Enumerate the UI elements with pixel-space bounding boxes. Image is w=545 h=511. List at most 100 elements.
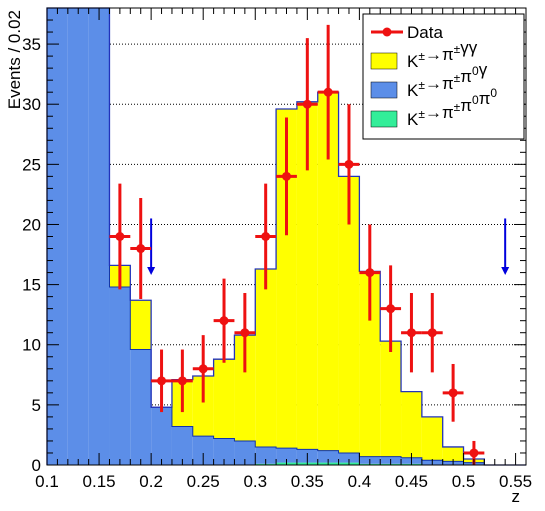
x-tick-label: 0.3 [243,472,267,491]
y-tick-label: 10 [22,336,41,355]
data-marker [261,232,271,241]
data-marker [177,376,187,386]
y-tick-label: 20 [22,215,41,234]
stack-K±→π±γγ [109,92,485,463]
data-point [442,363,464,422]
histogram-bar [47,8,68,465]
cut-arrow [147,218,156,275]
histogram-bar [234,335,256,441]
x-axis-title: z [512,487,521,506]
axes: 0.1 0.15 0.2 0.25 0.3 0.35 0.4 0.45 0.5 0.55 0 5 10 1… [22,7,532,491]
histogram-bar [67,8,89,465]
y-tick-label: 0 [32,456,41,475]
legend-entry: K±→π±γγ [370,38,478,71]
histogram-bar [151,407,172,465]
data-marker [427,328,437,338]
x-tick-label: 0.4 [348,472,372,491]
stacked-histogram [47,8,485,465]
cut-arrows [147,218,510,275]
data-point [192,335,214,403]
data-point [255,183,277,290]
data-marker [219,316,229,326]
histogram-bar [276,109,297,449]
histogram-bar [213,438,235,465]
legend-marker [382,27,392,37]
histogram-bar [255,268,277,447]
stack-K±→π±π0γ [47,8,485,465]
data-marker [240,328,250,338]
x-tick-label: 0.35 [291,472,324,491]
data-point [401,293,422,373]
legend-label: Data [407,23,443,42]
data-marker [406,328,416,338]
histogram-bar [171,426,193,465]
data-marker [115,232,125,241]
data-marker [386,304,396,314]
data-point [151,349,172,413]
data-point [234,293,256,373]
data-marker [448,388,458,398]
data-point [109,183,131,290]
legend-label: K±→π±γγ [407,38,478,71]
histogram-bar [359,271,381,457]
histogram-bar [88,8,110,465]
histogram-bar [255,446,277,464]
total-outline [46,7,526,466]
x-tick-label: 0.15 [83,472,116,491]
data-point [421,293,443,373]
histogram-bar [192,376,214,437]
legend-entry: Data [371,23,443,42]
x-tick-label: 0.1 [35,472,59,491]
data-point [130,198,152,300]
histogram-bar [130,300,152,350]
arrow-head [501,266,510,275]
data-points [109,24,485,465]
histogram-bar [130,349,152,465]
data-marker [469,448,479,458]
y-axis-title: Events / 0.02 [5,10,24,109]
histogram-bar [442,446,464,462]
histogram-bar [338,176,360,453]
histogram-bar [192,436,214,465]
data-marker [323,87,333,97]
legend-entry: K±→π±π0γ [370,60,488,100]
data-marker [136,244,146,254]
y-tick-label: 30 [22,95,41,114]
y-tick-label: 25 [22,155,41,174]
data-marker [282,171,291,181]
data-point [213,278,235,363]
data-point [380,265,402,352]
arrow-head [147,266,156,275]
y-tick-label: 5 [32,396,41,415]
x-tick-label: 0.45 [395,472,428,491]
histogram-bar [296,101,318,450]
data-point [276,117,297,236]
histogram-bar [380,341,402,457]
y-tick-label: 35 [22,35,41,54]
y-tick-label: 15 [22,276,41,295]
histogram-bar [338,452,360,463]
data-marker [157,376,167,386]
histogram-bar [109,287,131,465]
legend-swatch [370,81,398,99]
histogram-bar [317,450,339,463]
legend-label: K±→π±π0π0 [407,86,497,129]
legend-swatch [370,52,398,70]
legend-entry: K±→π±π0π0 [370,86,497,129]
data-point [296,38,318,171]
data-marker [198,364,208,374]
legend-label: K±→π±π0γ [407,60,488,100]
data-marker [344,159,354,169]
histogram-bar [317,92,339,451]
histogram-bar [421,416,443,461]
legend-swatch [370,110,398,128]
x-tick-label: 0.5 [452,472,476,491]
x-tick-label: 0.2 [139,472,163,491]
histogram-bar [401,391,422,458]
data-point [359,224,381,321]
data-marker [302,99,312,109]
histogram-bar [213,359,235,439]
x-tick-label: 0.55 [499,472,532,491]
